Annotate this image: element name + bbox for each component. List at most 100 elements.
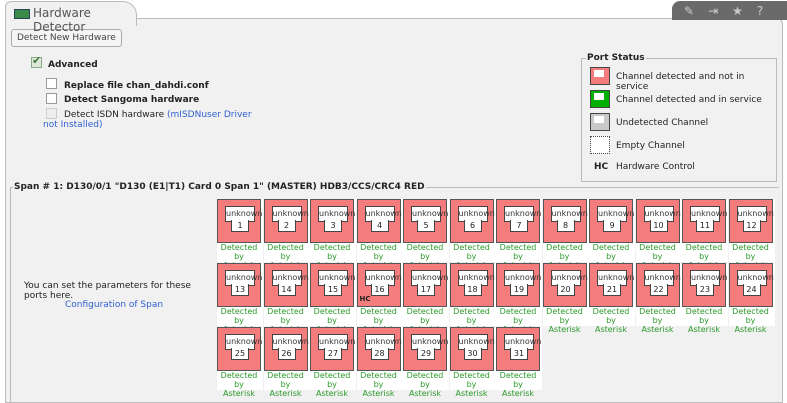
detect-sangoma-label: Detect Sangoma hardware — [64, 95, 200, 105]
port-label: unknown — [364, 270, 402, 286]
port-22[interactable]: unknown 22 Detected by Asterisk — [635, 263, 682, 334]
port-number: 19 — [510, 284, 528, 296]
legend-label: Channel detected and in service — [616, 95, 762, 105]
help-icon[interactable]: ? — [756, 3, 764, 18]
isdn-driver-note: (mISDNuser Driver not Installed) — [43, 110, 252, 130]
hc-abbr: HC — [594, 162, 609, 172]
port-jack-icon: unknown 14 — [263, 263, 309, 307]
port-red-icon — [590, 67, 610, 85]
detect-isdn-label: Detect ISDN hardware — [64, 110, 165, 120]
port-31[interactable]: unknown 31 Detected by Asterisk — [496, 327, 542, 398]
port-jack-icon: unknown 2 — [263, 199, 309, 243]
port-number: 11 — [696, 220, 714, 232]
detect-new-hardware-button[interactable]: Detect New Hardware — [11, 29, 122, 47]
port-30[interactable]: unknown 30 Detected by Asterisk — [449, 327, 496, 398]
port-21[interactable]: unknown 21 Detected by Asterisk — [589, 263, 635, 334]
port-jack-icon: unknown 24 — [728, 263, 774, 307]
toolbar: ✎ ⇥ ★ ? — [672, 1, 787, 20]
star-icon[interactable]: ★ — [732, 3, 743, 18]
detect-sangoma-checkbox[interactable] — [46, 93, 57, 104]
port-number: 20 — [556, 284, 575, 296]
legend-label: Channel detected and not in service — [616, 72, 745, 92]
port-jack-icon: unknown 8 — [542, 199, 588, 243]
span-section: Span # 1: D130/0/1 "D130 (E1|T1) Card 0 … — [10, 182, 779, 402]
port-29[interactable]: unknown 29 Detected by Asterisk — [403, 327, 449, 398]
port-jack-icon: unknown 21 — [589, 263, 634, 307]
port-label: unknown — [457, 206, 495, 222]
port-28[interactable]: unknown 28 Detected by Asterisk — [356, 327, 403, 398]
edit-icon[interactable]: ✎ — [684, 3, 695, 18]
tab-hardware-detector[interactable]: Hardware Detector — [5, 1, 137, 34]
replace-file-checkbox[interactable] — [46, 78, 57, 89]
port-number: 2 — [277, 220, 296, 232]
hardware-card-icon — [14, 9, 30, 19]
port-jack-icon: unknown 7 — [496, 199, 541, 243]
port-24[interactable]: unknown 24 Detected by Asterisk — [728, 263, 775, 334]
port-number: 6 — [463, 220, 482, 232]
port-number: 28 — [370, 348, 389, 360]
port-number: 14 — [277, 284, 296, 296]
port-number: 3 — [324, 220, 342, 232]
port-20[interactable]: unknown 20 Detected by Asterisk — [542, 263, 589, 334]
port-number: 13 — [231, 284, 249, 296]
advanced-checkbox[interactable]: ✔ — [31, 54, 42, 68]
port-jack-icon: unknown 18 — [449, 263, 495, 307]
port-number: 30 — [463, 348, 482, 360]
legend-label: Hardware Control — [616, 162, 695, 172]
port-jack-icon: unknown 28 — [356, 327, 402, 371]
advanced-label: Advanced — [48, 60, 98, 70]
replace-file-label: Replace file chan_dahdi.conf — [64, 81, 209, 91]
port-jack-icon: unknown 26 — [263, 327, 309, 371]
port-jack-icon: unknown 23 — [682, 263, 727, 307]
port-number: 5 — [417, 220, 435, 232]
port-green-icon — [590, 90, 610, 108]
port-26[interactable]: unknown 26 Detected by Asterisk — [263, 327, 310, 398]
port-jack-icon: unknown 15 — [310, 263, 355, 307]
port-number: 12 — [742, 220, 761, 232]
port-jack-icon: unknown 17 — [403, 263, 448, 307]
port-23[interactable]: unknown 23 Detected by Asterisk — [682, 263, 728, 334]
port-25[interactable]: unknown 25 Detected by Asterisk — [217, 327, 263, 398]
port-number: 26 — [277, 348, 296, 360]
page-title: Hardware Detector — [33, 6, 91, 34]
port-number: 7 — [510, 220, 528, 232]
port-number: 31 — [510, 348, 528, 360]
port-number: 23 — [696, 284, 714, 296]
export-icon[interactable]: ⇥ — [708, 3, 719, 18]
port-number: 15 — [324, 284, 342, 296]
port-number: 21 — [603, 284, 621, 296]
port-number: 1 — [231, 220, 249, 232]
port-jack-icon: unknown 30 — [449, 327, 495, 371]
port-number: 27 — [324, 348, 342, 360]
port-number: 16 — [370, 284, 389, 296]
configuration-of-span-link[interactable]: Configuration of Span — [65, 300, 164, 310]
port-number: 25 — [231, 348, 249, 360]
port-jack-icon: unknown 25 — [217, 327, 262, 371]
port-label: unknown — [597, 206, 634, 222]
port-27[interactable]: unknown 27 Detected by Asterisk — [310, 327, 356, 398]
port-status-legend: Port Status Channel detected and not in … — [581, 53, 777, 182]
port-jack-icon: unknown 11 — [682, 199, 727, 243]
port-jack-icon: unknown 1 — [217, 199, 262, 243]
